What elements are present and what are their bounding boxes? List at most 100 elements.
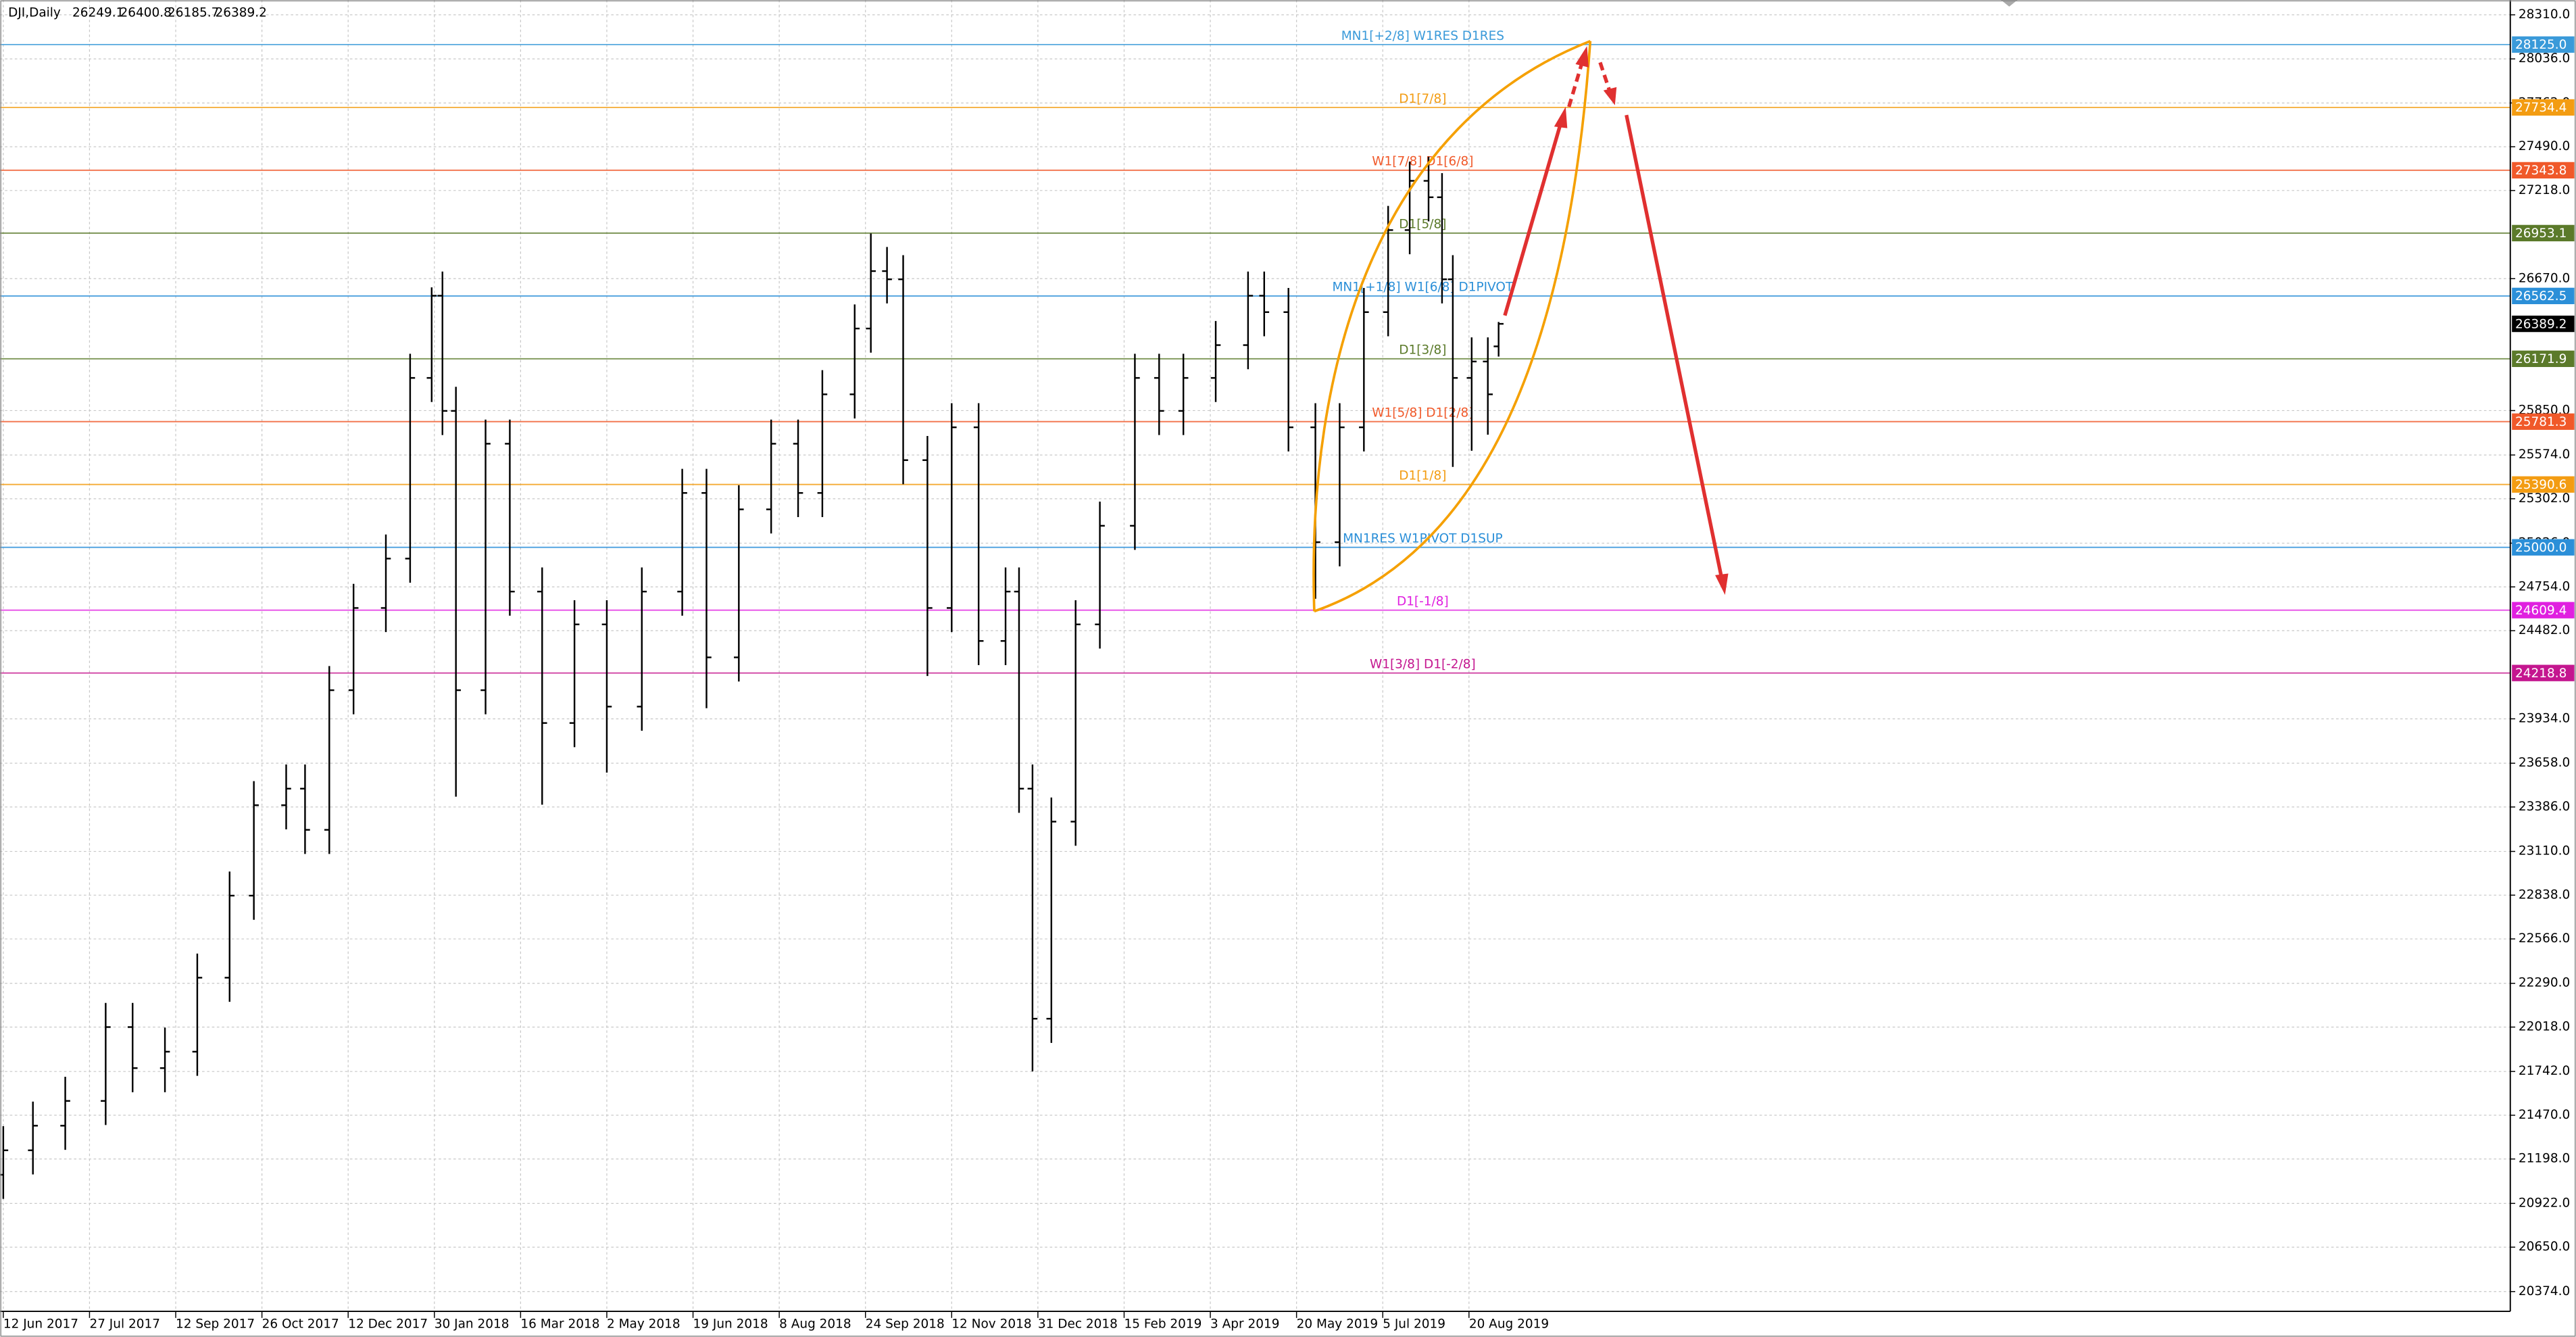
ohlc-bar: [922, 436, 933, 677]
level-box-label: 26953.1: [2515, 226, 2567, 241]
x-tick-label: 5 Jul 2019: [1383, 1317, 1445, 1332]
y-tick-label: 20922.0: [2519, 1196, 2570, 1210]
level-box-label: 25781.3: [2515, 415, 2567, 429]
x-tick-label: 20 Aug 2019: [1469, 1317, 1549, 1332]
y-tick-label: 21470.0: [2519, 1108, 2570, 1122]
y-tick-label: 24754.0: [2519, 579, 2570, 593]
level-box: [2512, 287, 2575, 304]
y-tick-label: 23658.0: [2519, 756, 2570, 770]
x-tick-label: 30 Jan 2018: [435, 1317, 510, 1332]
level-text: MN1[+1/8] W1[6/8] D1PIVOT: [1333, 281, 1514, 295]
level-text: W1[7/8] D1[6/8]: [1372, 155, 1473, 169]
ohlc-bar: [1130, 354, 1140, 550]
ohlc-bar: [1466, 337, 1477, 451]
x-tick-label: 2 May 2018: [607, 1317, 680, 1332]
ohlc-bar: [1046, 797, 1057, 1043]
level-box-label: 24609.4: [2515, 604, 2567, 618]
level-box: [2512, 476, 2575, 493]
annotations: [1312, 0, 2018, 613]
ohlc-bar: [601, 600, 612, 773]
ohlc-bar: [1259, 271, 1270, 337]
level-text: D1[3/8]: [1399, 343, 1446, 358]
y-tick-label: 20374.0: [2519, 1284, 2570, 1298]
forecast-arrow: [1625, 114, 1724, 579]
ohlc-bar: [1070, 600, 1081, 846]
level-box-label: 24218.8: [2515, 666, 2567, 681]
ohlc-bar: [159, 1027, 170, 1092]
ohlc-bar: [405, 354, 416, 583]
ohlc-bar: [224, 871, 235, 1002]
x-tick-label: 24 Sep 2018: [866, 1317, 945, 1332]
level-text: D1[5/8]: [1399, 218, 1446, 232]
level-box-label: 27734.4: [2515, 101, 2567, 115]
ohlc-bar: [1000, 567, 1011, 665]
level-box-label: 26562.5: [2515, 289, 2567, 303]
y-tick-label: 21198.0: [2519, 1152, 2570, 1166]
level-text: D1[-1/8]: [1397, 595, 1449, 609]
ohlc-bar: [1027, 764, 1038, 1072]
ohlc-bar: [101, 1002, 111, 1125]
ohlc-bar: [1210, 320, 1221, 402]
ohlc-bar: [898, 255, 908, 485]
x-tick-label: 3 Apr 2019: [1210, 1317, 1279, 1332]
level-box: [2512, 36, 2575, 53]
ohlc-bar: [569, 600, 580, 748]
ohlc-bar: [1404, 161, 1415, 255]
forecast-arrow: [1567, 62, 1584, 107]
x-tick-label: 12 Nov 2018: [951, 1317, 1031, 1332]
arrow-head: [1715, 573, 1729, 595]
level-text: D1[1/8]: [1399, 469, 1446, 483]
ohlc-bar: [1014, 567, 1024, 813]
y-tick-label: 20650.0: [2519, 1240, 2570, 1254]
y-tick-label: 23386.0: [2519, 800, 2570, 814]
ohlc-bar: [866, 233, 876, 353]
x-tick-label: 27 Jul 2017: [89, 1317, 160, 1332]
ohlc-bar: [28, 1101, 39, 1175]
ohlc-bar: [793, 419, 803, 517]
x-tick-label: 31 Dec 2018: [1038, 1317, 1118, 1332]
ohlc-bar: [947, 403, 957, 633]
header-low: 26185.7: [168, 5, 219, 20]
y-tick-label: 22838.0: [2519, 888, 2570, 902]
header-open: 26249.1: [72, 5, 124, 20]
ohlc-bar: [882, 247, 892, 303]
ohlc-bar: [426, 287, 437, 402]
level-text: W1[5/8] D1[2/8]: [1372, 406, 1473, 420]
level-box: [2512, 664, 2575, 681]
ohlc-bar: [348, 583, 359, 714]
y-tick-label: 27218.0: [2519, 183, 2570, 197]
y-tick-label: 28036.0: [2519, 51, 2570, 66]
header-close: 26389.2: [215, 5, 266, 20]
y-tick-label: 22566.0: [2519, 931, 2570, 946]
ohlc-bar: [701, 468, 712, 708]
y-tick-label: 23110.0: [2519, 844, 2570, 858]
ohlc-bar: [1335, 403, 1345, 566]
forecast-arrow: [1598, 62, 1612, 93]
ohlc-bar: [1178, 354, 1189, 435]
ohlc-bar: [1154, 354, 1164, 435]
x-tick-label: 20 May 2019: [1297, 1317, 1378, 1332]
ohlc-bar: [849, 304, 860, 419]
y-tick-label: 21742.0: [2519, 1064, 2570, 1078]
ohlc-bar: [637, 567, 647, 731]
forecast-arrow: [1503, 122, 1563, 316]
x-tick-label: 12 Dec 2017: [348, 1317, 428, 1332]
ohlc-bar: [1423, 156, 1434, 222]
y-tick-label: 25302.0: [2519, 491, 2570, 506]
x-tick-label: 16 Mar 2018: [520, 1317, 599, 1332]
level-text: D1[7/8]: [1399, 92, 1446, 106]
arrow-head: [1554, 107, 1568, 128]
level-box-label: 25000.0: [2515, 541, 2567, 555]
y-tick-label: 24482.0: [2519, 623, 2570, 637]
ohlc-bar: [249, 781, 259, 920]
y-tick-label: 27490.0: [2519, 139, 2570, 153]
y-tick-label: 28310.0: [2519, 7, 2570, 22]
x-tick-label: 12 Sep 2017: [176, 1317, 255, 1332]
y-tick-label: 22018.0: [2519, 1019, 2570, 1034]
ohlc-bar: [127, 1002, 138, 1092]
scroll-marker: [2001, 0, 2018, 7]
level-box: [2512, 350, 2575, 367]
level-box: [2512, 224, 2575, 242]
level-box: [2512, 539, 2575, 556]
